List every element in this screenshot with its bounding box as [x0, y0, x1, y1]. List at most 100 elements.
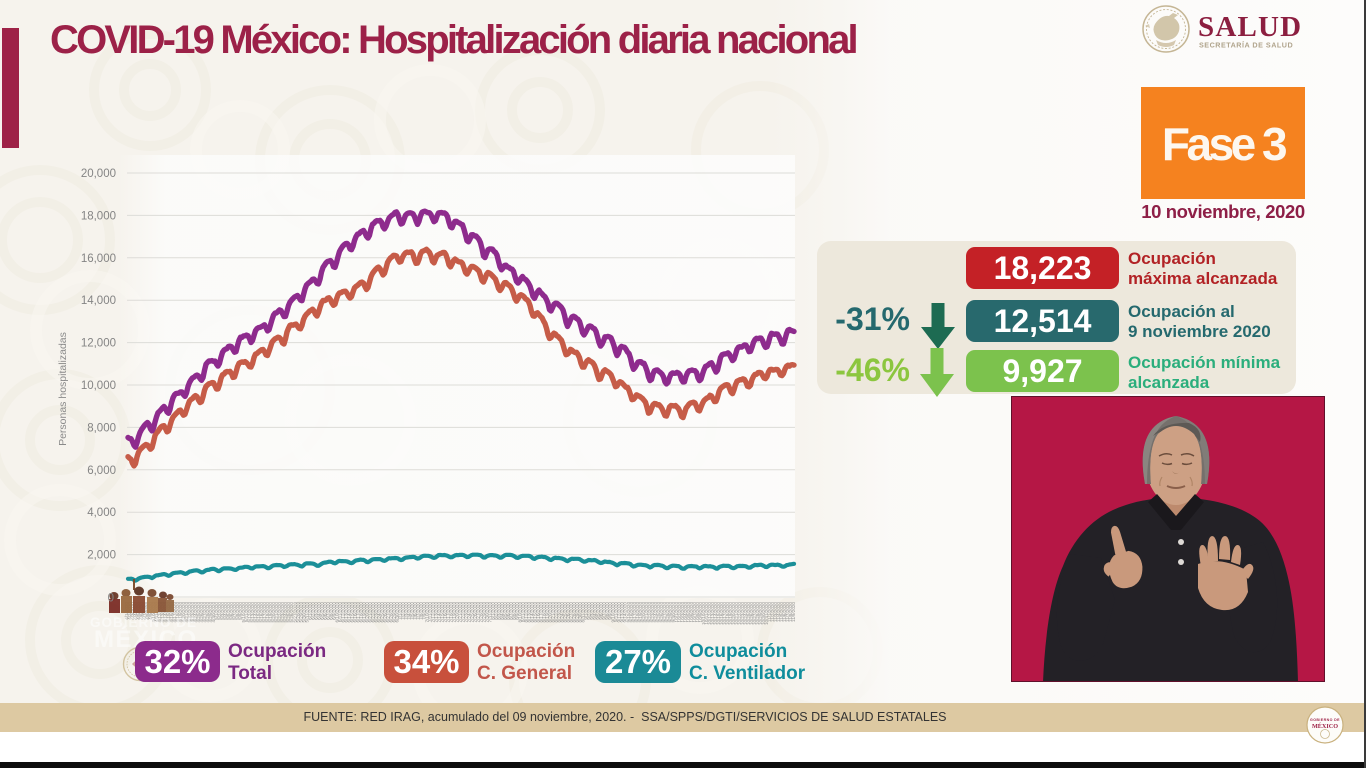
svg-text:10/30/2020: 10/30/2020 — [761, 602, 766, 625]
svg-text:7/31/2020: 7/31/2020 — [488, 602, 493, 623]
svg-text:5/17/2020: 5/17/2020 — [262, 602, 267, 623]
svg-text:11/7/2020: 11/7/2020 — [785, 602, 790, 623]
svg-text:GOBIERNO DE: GOBIERNO DE — [1310, 718, 1340, 722]
svg-text:9/4/2020: 9/4/2020 — [593, 602, 598, 620]
svg-text:9/23/2020: 9/23/2020 — [650, 602, 655, 623]
svg-text:8/27/2020: 8/27/2020 — [569, 602, 574, 623]
svg-text:8/14/2020: 8/14/2020 — [530, 602, 535, 623]
svg-text:8/12/2020: 8/12/2020 — [524, 602, 529, 623]
svg-text:9/21/2020: 9/21/2020 — [644, 602, 649, 623]
svg-text:4/23/2020: 4/23/2020 — [190, 602, 195, 623]
svg-text:SECRETARÍA DE SALUD: SECRETARÍA DE SALUD — [1199, 41, 1293, 50]
svg-text:6/17/2020: 6/17/2020 — [355, 602, 360, 623]
svg-text:8/20/2020: 8/20/2020 — [548, 602, 553, 623]
svg-text:6/24/2020: 6/24/2020 — [376, 602, 381, 623]
svg-text:5/14/2020: 5/14/2020 — [253, 602, 258, 623]
svg-text:18,000: 18,000 — [81, 210, 116, 222]
svg-text:10/6/2020: 10/6/2020 — [689, 602, 694, 623]
svg-text:4/18/2020: 4/18/2020 — [175, 602, 180, 623]
svg-text:6/7/2020: 6/7/2020 — [325, 602, 330, 620]
svg-text:8/31/2020: 8/31/2020 — [581, 602, 586, 623]
svg-text:10/27/2020: 10/27/2020 — [752, 602, 757, 625]
svg-text:7/6/2020: 7/6/2020 — [412, 602, 417, 620]
svg-text:7/21/2020: 7/21/2020 — [458, 602, 463, 623]
svg-text:11/2/2020: 11/2/2020 — [770, 602, 775, 623]
svg-text:5/10/2020: 5/10/2020 — [241, 602, 246, 623]
svg-text:10,000: 10,000 — [81, 380, 116, 392]
svg-text:8/26/2020: 8/26/2020 — [566, 602, 571, 623]
svg-text:8/2/2020: 8/2/2020 — [494, 602, 499, 620]
svg-text:6/5/2020: 6/5/2020 — [319, 602, 324, 620]
svg-text:7/18/2020: 7/18/2020 — [449, 602, 454, 623]
svg-text:5/5/2020: 5/5/2020 — [226, 602, 231, 620]
svg-text:11/1/2020: 11/1/2020 — [767, 602, 772, 623]
svg-text:5/1/2020: 5/1/2020 — [214, 602, 219, 620]
svg-text:11/9/2020: 11/9/2020 — [791, 602, 796, 623]
svg-text:6/13/2020: 6/13/2020 — [343, 602, 348, 623]
svg-text:7/30/2020: 7/30/2020 — [485, 602, 490, 623]
svg-text:5/11/2020: 5/11/2020 — [244, 602, 249, 623]
svg-text:8/28/2020: 8/28/2020 — [572, 602, 577, 623]
svg-text:10/7/2020: 10/7/2020 — [692, 602, 697, 623]
svg-text:4/29/2020: 4/29/2020 — [208, 602, 213, 623]
svg-text:8/4/2020: 8/4/2020 — [500, 602, 505, 620]
svg-text:9/8/2020: 9/8/2020 — [605, 602, 610, 620]
svg-text:2,000: 2,000 — [87, 550, 116, 562]
svg-text:6/6/2020: 6/6/2020 — [322, 602, 327, 620]
svg-text:10/22/2020: 10/22/2020 — [737, 602, 742, 625]
svg-text:10/9/2020: 10/9/2020 — [698, 602, 703, 623]
svg-text:6/29/2020: 6/29/2020 — [391, 602, 396, 623]
svg-text:9/26/2020: 9/26/2020 — [659, 602, 664, 623]
svg-text:4/19/2020: 4/19/2020 — [178, 602, 183, 623]
svg-text:6/23/2020: 6/23/2020 — [373, 602, 378, 623]
svg-text:7/26/2020: 7/26/2020 — [473, 602, 478, 623]
svg-text:11/5/2020: 11/5/2020 — [779, 602, 784, 623]
svg-text:7/22/2020: 7/22/2020 — [461, 602, 466, 623]
svg-text:9/28/2020: 9/28/2020 — [665, 602, 670, 623]
svg-text:7/16/2020: 7/16/2020 — [443, 602, 448, 623]
svg-text:8/11/2020: 8/11/2020 — [521, 602, 526, 623]
svg-text:7/27/2020: 7/27/2020 — [476, 602, 481, 623]
svg-text:8/29/2020: 8/29/2020 — [575, 602, 580, 623]
svg-text:10/23/2020: 10/23/2020 — [740, 602, 745, 625]
svg-text:7/1/2020: 7/1/2020 — [397, 602, 402, 620]
svg-text:SALUD: SALUD — [1198, 11, 1302, 43]
svg-text:8/6/2020: 8/6/2020 — [506, 602, 511, 620]
svg-text:4/28/2020: 4/28/2020 — [205, 602, 210, 623]
svg-text:5/25/2020: 5/25/2020 — [286, 602, 291, 623]
svg-text:10/2/2020: 10/2/2020 — [677, 602, 682, 623]
svg-text:9/12/2020: 9/12/2020 — [617, 602, 622, 623]
svg-text:10/24/2020: 10/24/2020 — [743, 602, 748, 625]
svg-text:5/29/2020: 5/29/2020 — [298, 602, 303, 623]
svg-text:6/18/2020: 6/18/2020 — [358, 602, 363, 623]
svg-text:5/13/2020: 5/13/2020 — [250, 602, 255, 623]
svg-text:7/14/2020: 7/14/2020 — [437, 602, 442, 623]
svg-text:6/21/2020: 6/21/2020 — [367, 602, 372, 623]
svg-text:8/15/2020: 8/15/2020 — [533, 602, 538, 623]
svg-text:7/12/2020: 7/12/2020 — [431, 602, 436, 623]
svg-text:6,000: 6,000 — [87, 465, 116, 477]
svg-text:4/24/2020: 4/24/2020 — [193, 602, 198, 623]
svg-text:6/15/2020: 6/15/2020 — [349, 602, 354, 623]
svg-text:5/27/2020: 5/27/2020 — [292, 602, 297, 623]
svg-text:4/30/2020: 4/30/2020 — [211, 602, 216, 623]
svg-text:7/5/2020: 7/5/2020 — [409, 602, 414, 620]
svg-text:8/30/2020: 8/30/2020 — [578, 602, 583, 623]
svg-text:MÉXICO: MÉXICO — [1312, 722, 1338, 730]
svg-text:10/31/2020: 10/31/2020 — [764, 602, 769, 625]
svg-text:7/2/2020: 7/2/2020 — [400, 602, 405, 620]
svg-text:6/4/2020: 6/4/2020 — [316, 602, 321, 620]
svg-text:10/10/2020: 10/10/2020 — [701, 602, 706, 625]
svg-text:8/16/2020: 8/16/2020 — [536, 602, 541, 623]
svg-text:7/7/2020: 7/7/2020 — [415, 602, 420, 620]
svg-text:5/21/2020: 5/21/2020 — [274, 602, 279, 623]
svg-text:4/17/2020: 4/17/2020 — [172, 602, 177, 623]
svg-text:6/8/2020: 6/8/2020 — [328, 602, 333, 620]
svg-text:8/13/2020: 8/13/2020 — [527, 602, 532, 623]
svg-text:9/24/2020: 9/24/2020 — [653, 602, 658, 623]
svg-text:7/20/2020: 7/20/2020 — [455, 602, 460, 623]
svg-text:8/22/2020: 8/22/2020 — [554, 602, 559, 623]
svg-text:9/20/2020: 9/20/2020 — [641, 602, 646, 623]
svg-text:7/28/2020: 7/28/2020 — [479, 602, 484, 623]
svg-text:7/15/2020: 7/15/2020 — [440, 602, 445, 623]
